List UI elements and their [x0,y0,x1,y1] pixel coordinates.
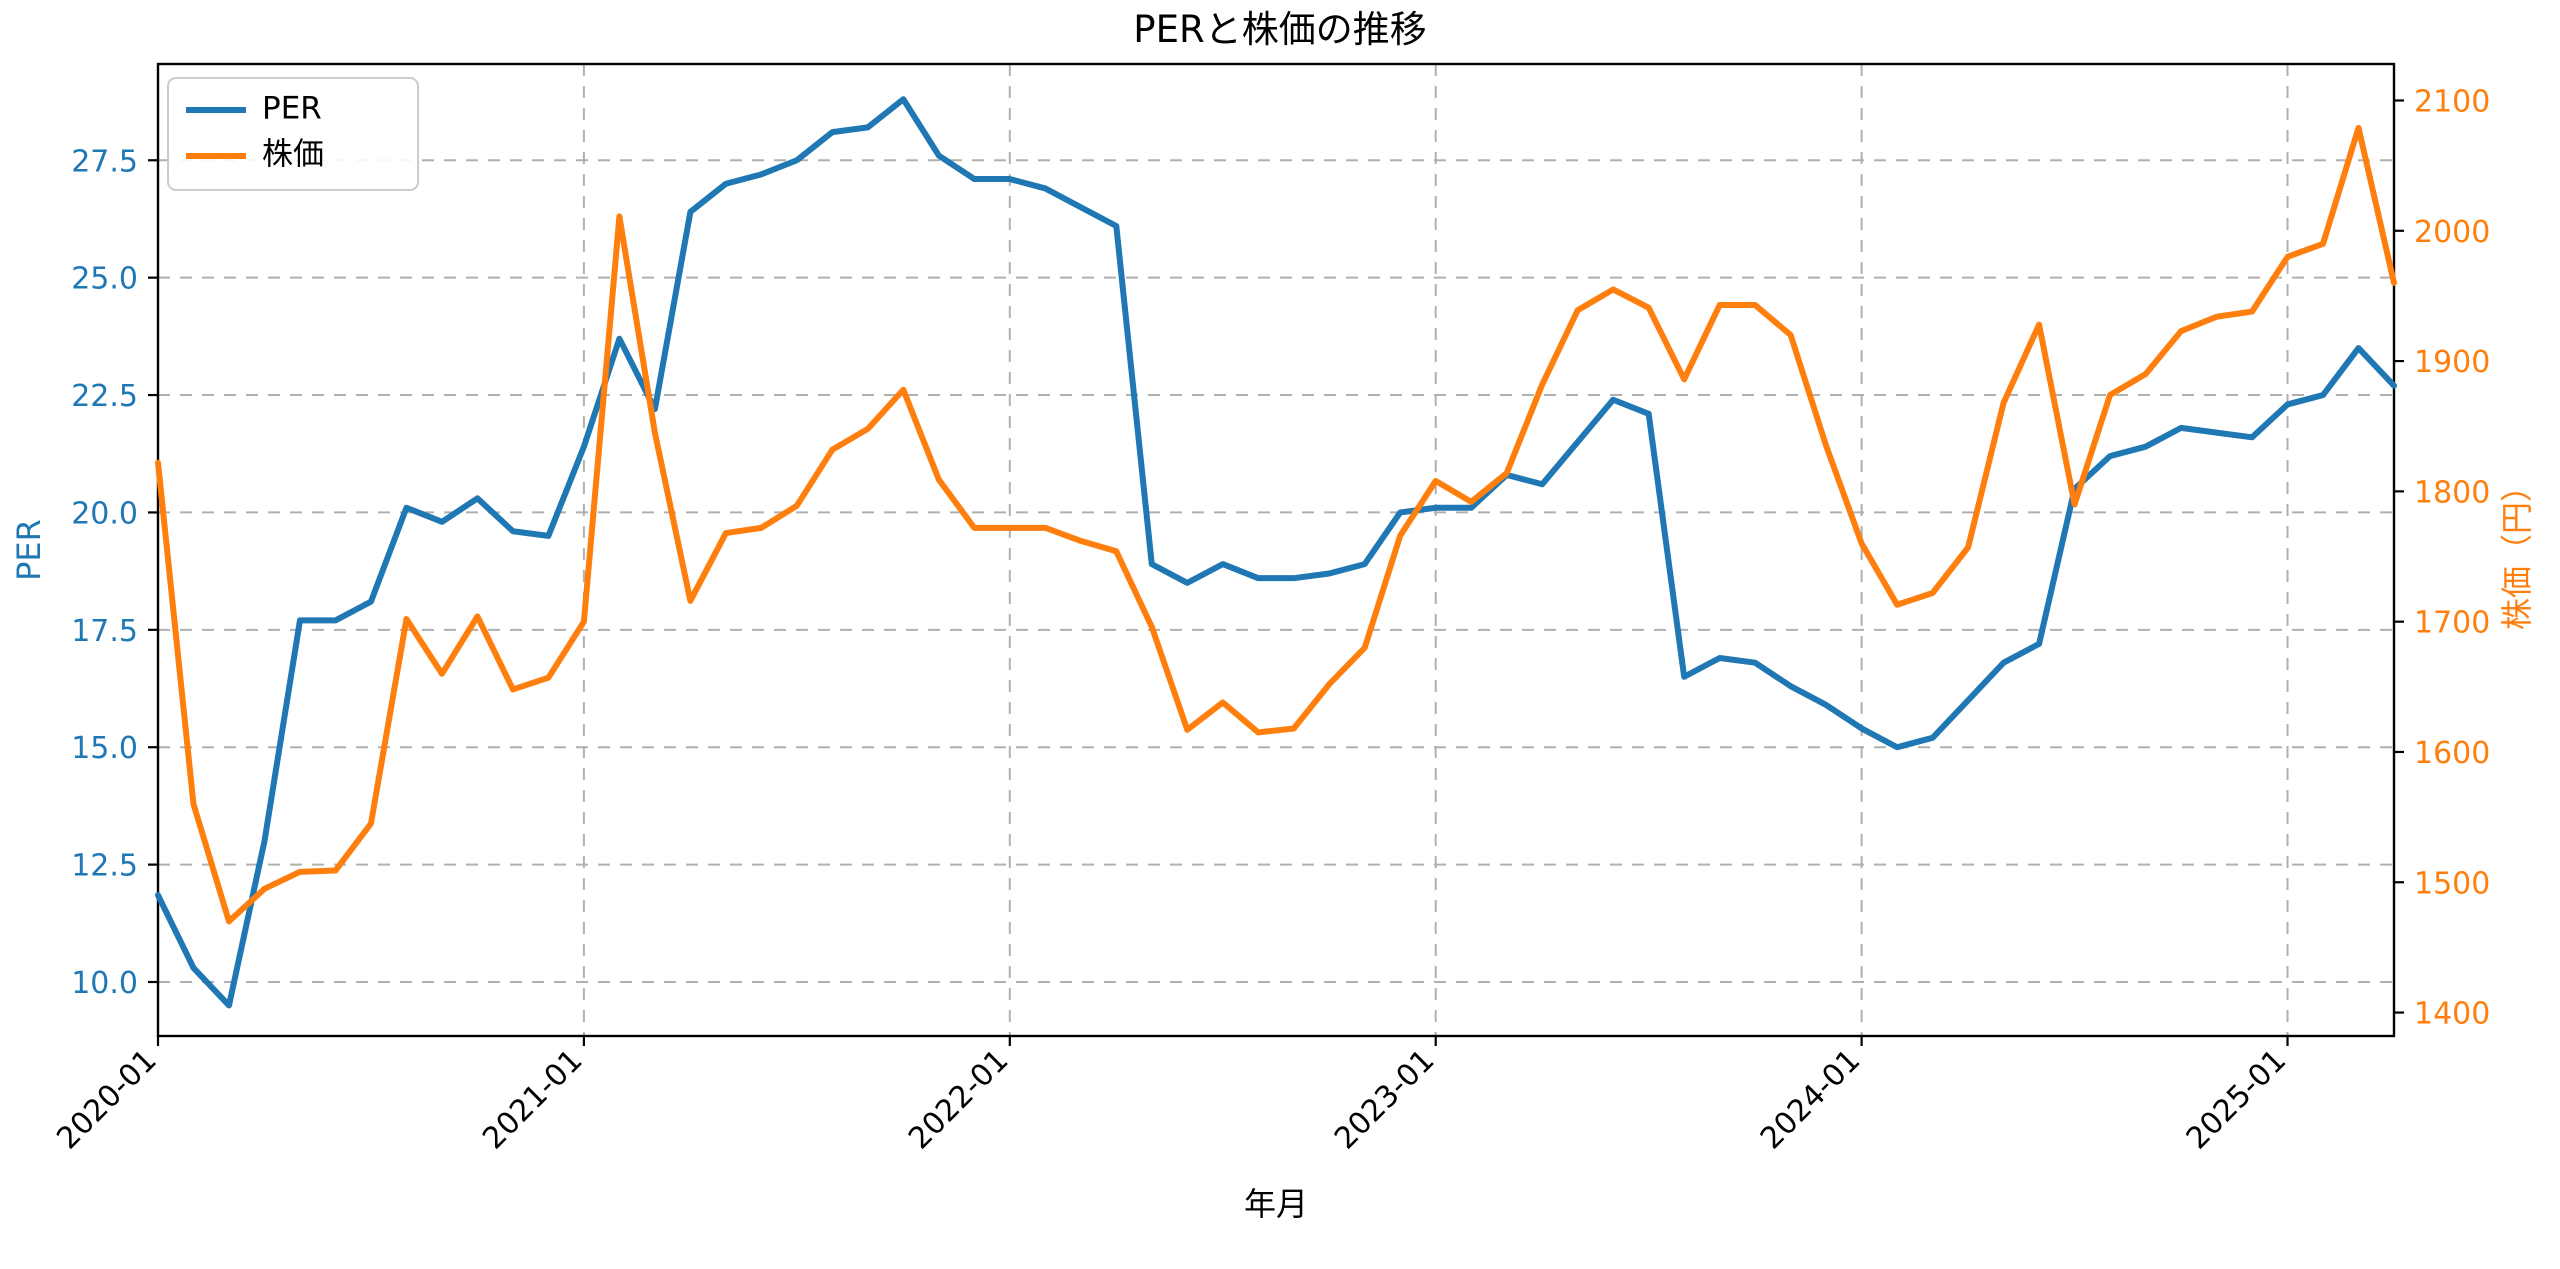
legend-label-per: PER [262,91,322,127]
y-axis-right-tick-label: 1600 [2414,736,2490,771]
legend-background [167,77,419,191]
legend-label-price: 株価 [262,137,324,173]
y-axis-left-title: PER [10,519,48,581]
chart-title: PERと株価の推移 [1133,8,1426,51]
y-axis-left-tick-label: 15.0 [71,731,138,766]
y-axis-right-tick-label: 2100 [2414,84,2490,119]
series-line-price [155,124,2397,925]
y-axis-right-tick-label: 1500 [2414,866,2490,901]
series-line-per [155,96,2397,1009]
y-axis-left-tick-label: 22.5 [71,379,138,414]
y-axis-right-tick-label: 1400 [2414,997,2490,1032]
y-axis-left-tick-label: 17.5 [71,614,138,649]
y-axis-right-tick-label: 1800 [2414,475,2490,510]
y-axis-right-tick-label: 1700 [2414,606,2490,641]
axis-ticks [148,99,2404,1046]
data-series [155,96,2397,1009]
y-axis-left-tick-label: 20.0 [71,496,138,531]
y-axis-left-tick-label: 25.0 [71,262,138,297]
x-axis-title: 年月 [1244,1185,1308,1223]
chart-legend[interactable]: PER 株価 [167,77,419,191]
y-axis-left-tick-label: 27.5 [71,144,138,179]
y-axis-left-tick-label: 12.5 [71,849,138,884]
y-axis-right-tick-label: 2000 [2414,215,2490,250]
y-axis-right-tick-label: 1900 [2414,345,2490,380]
plot-area-border [156,62,2396,1038]
y-axis-left-tick-label: 10.0 [71,966,138,1001]
y-axis-right-title: 株価（円） [2498,470,2536,630]
